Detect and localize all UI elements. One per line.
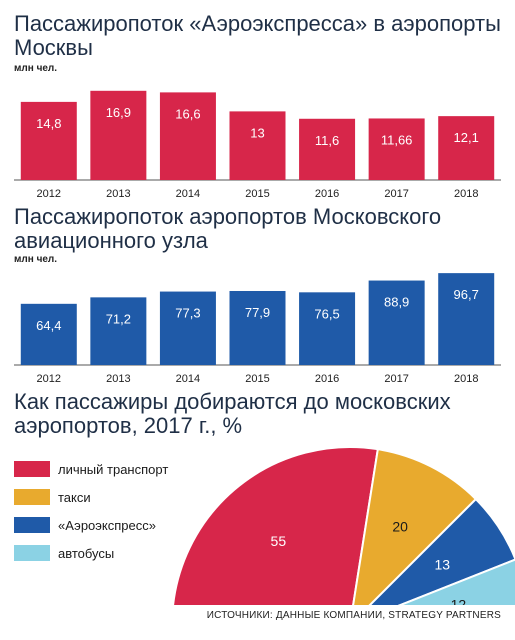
bar-value-label: 77,3: [175, 306, 200, 321]
bar-value-label: 64,4: [36, 318, 61, 333]
x-tick-label: 2016: [315, 188, 339, 200]
x-tick-label: 2012: [37, 373, 61, 385]
legend-label: автобусы: [58, 545, 115, 561]
pie-slice: [172, 446, 379, 605]
bar-value-label: 13: [250, 125, 264, 140]
x-tick-label: 2014: [176, 373, 200, 385]
pie-value-label: 55: [271, 533, 287, 549]
legend-label: такси: [58, 489, 91, 505]
chart1-title: Пассажиропоток «Аэроэкспресса» в аэропор…: [14, 12, 501, 60]
bar-value-label: 11,6: [315, 133, 339, 148]
bar-value-label: 16,6: [175, 106, 200, 121]
bar-value-label: 11,66: [381, 132, 413, 147]
bar-value-label: 96,7: [454, 287, 479, 302]
legend-item: «Аэроэкспресс»: [14, 511, 168, 539]
x-tick-label: 2014: [176, 188, 200, 200]
bar-2012: [20, 303, 77, 365]
legend-item: личный транспорт: [14, 455, 168, 483]
bar-2013: [90, 297, 147, 365]
bar-value-label: 14,8: [36, 116, 61, 131]
pie-value-label: 13: [434, 556, 450, 572]
x-tick-label: 2018: [454, 373, 478, 385]
x-tick-label: 2012: [37, 188, 61, 200]
chart1-bar-chart: 14,8 2012 16,9 2013 16,6 2014 13 2015 11,6 2016 11…: [14, 90, 501, 200]
legend-swatch: [14, 489, 50, 505]
x-tick-label: 2015: [245, 373, 269, 385]
pie-slice: [352, 448, 478, 605]
bar-value-label: 76,5: [314, 306, 339, 321]
bar-2015: [229, 111, 286, 180]
chart2-title: Пассажиропоток аэропортов Московского ав…: [14, 205, 441, 253]
bar-2018: [438, 273, 495, 365]
chart3-title-line2: аэропортов, 2017 г., %: [14, 413, 243, 438]
legend-swatch: [14, 461, 50, 477]
pie-value-label: 20: [392, 519, 408, 535]
source-note: ИСТОЧНИКИ: ДАННЫЕ КОМПАНИИ, STRATEGY PAR…: [206, 610, 501, 621]
legend-item: автобусы: [14, 539, 168, 567]
bar-2018: [438, 116, 495, 180]
chart2-title-line1: Пассажиропоток аэропортов Московского: [14, 204, 442, 229]
bar-2017: [368, 118, 425, 180]
pie-legend: личный транспорт такси «Аэроэкспресс» ав…: [14, 455, 168, 567]
x-tick-label: 2018: [454, 188, 478, 200]
x-tick-label: 2017: [384, 373, 408, 385]
chart1-title-line1: Пассажиропоток «Аэроэкспресса» в аэропор…: [14, 11, 501, 36]
bar-2014: [159, 92, 216, 180]
legend-label: «Аэроэкспресс»: [58, 517, 156, 533]
bar-value-label: 77,9: [245, 305, 270, 320]
bar-2014: [159, 291, 216, 365]
bar-value-label: 16,9: [106, 105, 131, 120]
x-tick-label: 2013: [106, 188, 130, 200]
bar-2017: [368, 280, 425, 365]
chart3-title-line1: Как пассажиры добираются до московских: [14, 389, 451, 414]
chart3-half-pie: 55 20 13 12: [172, 446, 515, 605]
chart1-unit-label: млн чел.: [14, 63, 58, 74]
x-tick-label: 2013: [106, 373, 130, 385]
chart2-bar-chart: 64,4 2012 71,2 2013 77,3 2014 77,9 2015 76,5 2016…: [14, 273, 501, 385]
chart3-title: Как пассажиры добираются до московских а…: [14, 390, 451, 438]
bar-value-label: 71,2: [106, 311, 131, 326]
chart2-unit-label: млн чел.: [14, 254, 58, 265]
legend-swatch: [14, 545, 50, 561]
x-tick-label: 2015: [245, 188, 269, 200]
pie-value-label: 12: [451, 596, 467, 605]
legend-label: личный транспорт: [58, 461, 169, 477]
pie-slice: [368, 497, 515, 605]
bar-2012: [20, 101, 77, 180]
chart1-title-line2: Москвы: [14, 35, 93, 60]
pie-slice: [397, 558, 515, 605]
x-tick-label: 2017: [384, 188, 408, 200]
x-tick-label: 2016: [315, 373, 339, 385]
bar-2013: [90, 90, 147, 180]
legend-item: такси: [14, 483, 168, 511]
bar-2016: [299, 292, 356, 365]
bar-2015: [229, 290, 286, 365]
legend-swatch: [14, 517, 50, 533]
chart2-title-line2: авиационного узла: [14, 228, 208, 253]
bar-value-label: 88,9: [384, 295, 409, 310]
bar-value-label: 12,1: [454, 130, 479, 145]
bar-2016: [299, 118, 356, 180]
